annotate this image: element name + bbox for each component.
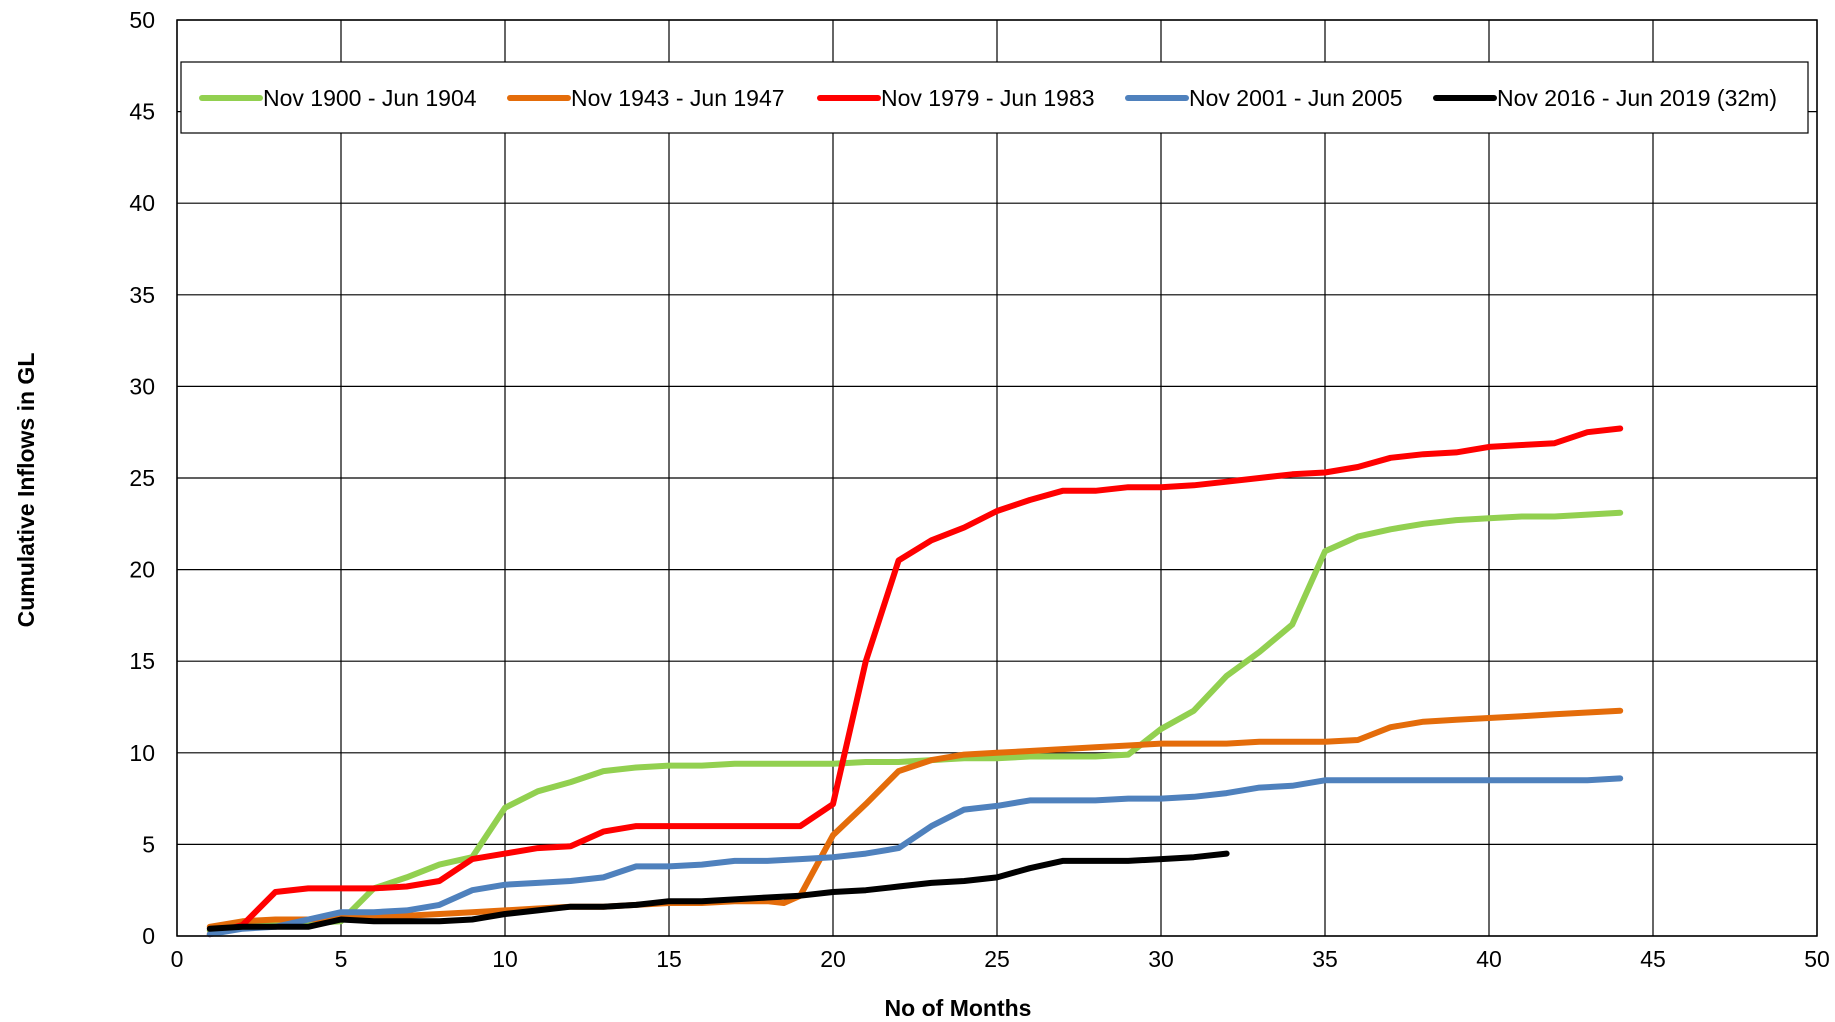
y-tick-labels: 0 5 10 15 20 25 30 35 40 45 50 bbox=[129, 7, 155, 949]
x-tick-label: 0 bbox=[171, 946, 184, 972]
x-tick-label: 5 bbox=[335, 946, 348, 972]
y-tick-label: 10 bbox=[129, 740, 155, 766]
x-tick-label: 40 bbox=[1476, 946, 1502, 972]
y-tick-label: 25 bbox=[129, 465, 155, 491]
y-tick-label: 30 bbox=[129, 373, 155, 399]
y-tick-label: 45 bbox=[129, 99, 155, 125]
series-line-2 bbox=[206, 707, 1624, 930]
y-tick-label: 15 bbox=[129, 648, 155, 674]
legend-label: Nov 1979 - Jun 1983 bbox=[881, 85, 1095, 111]
series-lines bbox=[206, 425, 1624, 938]
series-line-1 bbox=[206, 509, 1624, 934]
y-tick-label: 20 bbox=[129, 557, 155, 583]
y-tick-label: 40 bbox=[129, 190, 155, 216]
y-tick-label: 35 bbox=[129, 282, 155, 308]
x-tick-label: 35 bbox=[1312, 946, 1338, 972]
y-axis-title: Cumulative Inflows in GL bbox=[13, 353, 39, 628]
x-tick-label: 15 bbox=[656, 946, 682, 972]
series-line-5 bbox=[206, 850, 1230, 932]
legend-box bbox=[180, 61, 1809, 134]
y-tick-label: 50 bbox=[129, 7, 155, 33]
x-tick-label: 25 bbox=[984, 946, 1010, 972]
series-line-3 bbox=[206, 425, 1624, 938]
legend-label: Nov 1943 - Jun 1947 bbox=[571, 85, 785, 111]
x-axis-title: No of Months bbox=[885, 995, 1032, 1021]
x-tick-label: 30 bbox=[1148, 946, 1174, 972]
x-tick-label: 50 bbox=[1804, 946, 1830, 972]
y-tick-label: 5 bbox=[142, 831, 155, 857]
x-tick-label: 45 bbox=[1640, 946, 1666, 972]
legend-label: Nov 1900 - Jun 1904 bbox=[263, 85, 477, 111]
y-tick-label: 0 bbox=[142, 923, 155, 949]
plot-frame bbox=[176, 19, 1818, 937]
legend-label: Nov 2016 - Jun 2019 (32m) bbox=[1497, 85, 1777, 111]
x-tick-label: 20 bbox=[820, 946, 846, 972]
x-tick-labels: 0 5 10 15 20 25 30 35 40 45 50 bbox=[171, 946, 1830, 972]
legend: Nov 1900 - Jun 1904 Nov 1943 - Jun 1947 No… bbox=[180, 61, 1809, 134]
series-line-4 bbox=[206, 775, 1624, 938]
legend-label: Nov 2001 - Jun 2005 bbox=[1189, 85, 1403, 111]
x-tick-label: 10 bbox=[492, 946, 518, 972]
